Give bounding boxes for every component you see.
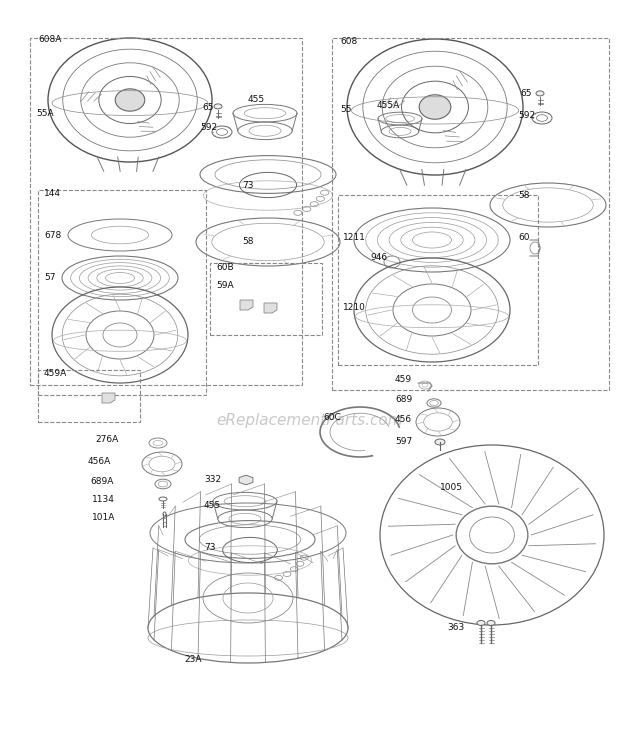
Text: 459: 459 — [395, 376, 412, 385]
Text: 65: 65 — [520, 89, 531, 98]
Text: 592: 592 — [518, 111, 535, 120]
Text: 459A: 459A — [44, 368, 67, 377]
Text: 58: 58 — [242, 237, 254, 246]
Text: 60C: 60C — [323, 414, 341, 423]
Text: 101A: 101A — [92, 513, 115, 522]
Polygon shape — [264, 303, 277, 313]
Text: 363: 363 — [447, 623, 464, 632]
Bar — [30, 38, 302, 385]
Text: 455A: 455A — [377, 100, 401, 109]
Text: 689: 689 — [395, 396, 412, 405]
Ellipse shape — [242, 478, 250, 483]
Ellipse shape — [487, 620, 495, 626]
Text: 73: 73 — [204, 544, 216, 553]
Text: 332: 332 — [204, 475, 221, 484]
Text: 689A: 689A — [90, 476, 113, 486]
Text: 58: 58 — [518, 190, 529, 199]
Text: 608A: 608A — [38, 36, 61, 45]
Text: 1005: 1005 — [440, 483, 463, 492]
Ellipse shape — [435, 439, 445, 445]
Ellipse shape — [214, 104, 222, 109]
Bar — [38, 370, 140, 422]
Text: 276A: 276A — [95, 435, 118, 444]
Text: 455: 455 — [204, 501, 221, 510]
Ellipse shape — [419, 94, 451, 119]
Ellipse shape — [477, 620, 485, 626]
Text: 59A: 59A — [216, 280, 234, 289]
Polygon shape — [239, 475, 253, 485]
Bar — [332, 38, 609, 390]
Text: 55: 55 — [340, 106, 352, 115]
Text: 60B: 60B — [216, 263, 234, 272]
Text: 456A: 456A — [88, 457, 111, 466]
Bar — [338, 195, 538, 365]
Text: 946: 946 — [370, 252, 387, 261]
Polygon shape — [102, 393, 115, 403]
Text: 592: 592 — [200, 124, 217, 132]
Text: 57: 57 — [44, 274, 56, 283]
Text: 23A: 23A — [184, 655, 202, 664]
Text: 60: 60 — [518, 234, 529, 243]
Text: 608: 608 — [340, 37, 357, 46]
Text: 456: 456 — [395, 415, 412, 425]
Polygon shape — [240, 300, 253, 310]
Text: 455: 455 — [248, 95, 265, 104]
Text: 55A: 55A — [36, 109, 53, 118]
Text: 144: 144 — [44, 188, 61, 197]
Text: 1134: 1134 — [92, 495, 115, 504]
Text: 1211: 1211 — [343, 234, 366, 243]
Text: 1210: 1210 — [343, 304, 366, 312]
Text: 65: 65 — [202, 103, 213, 112]
Ellipse shape — [115, 89, 144, 111]
Text: 678: 678 — [44, 231, 61, 240]
Text: 597: 597 — [395, 437, 412, 446]
Text: eReplacementParts.com: eReplacementParts.com — [216, 412, 404, 428]
Ellipse shape — [536, 91, 544, 96]
Text: 73: 73 — [242, 181, 254, 190]
Bar — [210, 263, 322, 335]
Bar — [38, 190, 206, 395]
